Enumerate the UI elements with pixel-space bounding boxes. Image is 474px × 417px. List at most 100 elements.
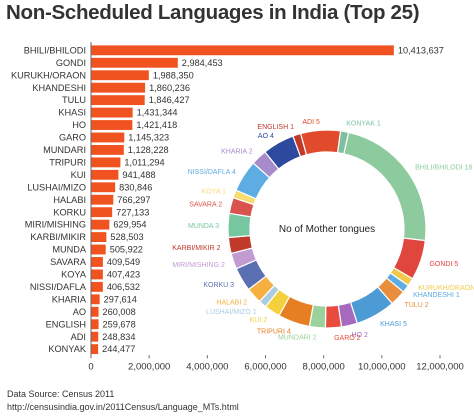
slice-label: KARBI/MIKIR 2: [172, 245, 220, 252]
value-label: 10,413,637: [398, 45, 444, 55]
x-tick-label: 8,000,000: [303, 361, 345, 372]
value-label: 1,128,228: [128, 145, 169, 155]
slice-label: HO 2: [352, 332, 368, 339]
data-source: Data Source: Census 2011: [7, 389, 115, 399]
bar: [91, 107, 133, 118]
category-label: KUI: [71, 170, 86, 180]
bar: [91, 232, 107, 242]
donut-slice: [336, 130, 350, 155]
bar: [91, 257, 103, 267]
value-label: 407,423: [107, 270, 140, 280]
slice-label: TRIPURI 4: [257, 329, 291, 336]
bar: [91, 45, 394, 56]
value-label: 259,678: [103, 319, 136, 329]
bar: [91, 269, 103, 280]
slice-label: HALABI 2: [216, 300, 247, 307]
slice-label: MUNDA 3: [188, 223, 219, 230]
slice-label: AO 4: [258, 133, 274, 140]
value-label: 1,988,350: [153, 70, 194, 80]
value-label: 409,549: [107, 257, 140, 267]
bar: [91, 182, 116, 193]
value-label: 830,846: [119, 182, 152, 192]
value-label: 1,431,344: [137, 108, 178, 118]
category-label: KOYA: [61, 270, 87, 280]
source-url: http://censusindia.gov.in/2011Census/Lan…: [7, 402, 239, 412]
category-label: KHARIA: [52, 294, 87, 304]
value-label: 1,011,294: [124, 157, 164, 167]
value-label: 941,488: [122, 170, 155, 180]
category-label: KHASI: [58, 108, 86, 118]
value-label: 248,834: [102, 332, 135, 342]
bar: [91, 281, 103, 292]
donut-center-label: No of Mother tongues: [279, 224, 375, 235]
category-label: TULU: [62, 95, 86, 105]
value-label: 727,133: [116, 207, 149, 217]
bar: [91, 331, 99, 342]
slice-label: KHARIA 2: [221, 149, 253, 156]
slice-label: ADI 5: [302, 119, 320, 126]
slice-label: KHANDESHI 1: [413, 292, 460, 299]
category-label: AO: [73, 307, 86, 317]
value-label: 260,008: [103, 307, 136, 317]
value-label: 297,614: [104, 294, 137, 304]
category-label: LUSHAI/MIZO: [27, 182, 86, 192]
category-label: MIRI/MISHING: [25, 220, 86, 230]
category-label: KONYAK: [48, 344, 86, 354]
x-tick-label: 12,000,000: [416, 361, 464, 372]
bar: [91, 157, 121, 168]
slice-label: GONDI 5: [429, 261, 458, 268]
value-label: 528,503: [110, 232, 143, 242]
x-tick-label: 10,000,000: [358, 361, 406, 372]
category-label: MUNDARI: [43, 145, 86, 155]
bar: [91, 319, 99, 330]
category-label: TRIPURI: [49, 157, 86, 167]
category-label: GONDI: [56, 58, 86, 68]
slice-label: BHILI/BHILODI 18: [415, 165, 472, 172]
x-tick-label: 0: [88, 361, 93, 372]
slice-label: KORKU 3: [203, 282, 234, 289]
value-label: 1,846,427: [149, 95, 190, 105]
bar: [91, 207, 113, 218]
bar: [91, 244, 106, 255]
bar: [91, 219, 110, 230]
category-label: KHANDESHI: [32, 83, 86, 93]
bar: [91, 82, 146, 93]
slice-label: LUSHAI/MIZO 1: [206, 309, 257, 316]
bar: [91, 306, 99, 317]
category-label: GARO: [59, 133, 86, 143]
category-label: HALABI: [53, 195, 86, 205]
category-label: ADI: [71, 332, 86, 342]
slice-label: GARO 2: [334, 335, 361, 342]
bar: [91, 132, 125, 143]
slice-label: KHASI 5: [380, 321, 407, 328]
value-label: 1,145,323: [128, 133, 169, 143]
bar: [91, 344, 99, 355]
bar: [91, 294, 100, 305]
slice-label: KUI 2: [250, 317, 268, 324]
bar: [91, 169, 119, 180]
slice-label: NISSI/DAFLA 4: [188, 169, 236, 176]
bar: [91, 70, 149, 81]
chart-title: Non-Scheduled Languages in India (Top 25…: [6, 1, 420, 24]
bar: [91, 145, 124, 155]
slice-label: KONYAK 1: [346, 121, 381, 128]
category-label: KURUKH/ORAON: [11, 70, 86, 80]
bar: [91, 95, 145, 106]
value-label: 244,477: [102, 344, 135, 354]
category-label: KARBI/MIKIR: [30, 232, 86, 242]
category-label: KORKU: [53, 207, 86, 217]
bar: [91, 120, 133, 130]
slice-label: SAVARA 2: [189, 201, 222, 208]
category-label: BHILI/BHILODI: [24, 45, 86, 55]
x-tick-label: 6,000,000: [244, 361, 286, 372]
value-label: 1,860,236: [149, 83, 190, 93]
bar: [91, 194, 114, 205]
value-label: 2,984,453: [182, 58, 223, 68]
value-label: 1,421,418: [136, 120, 177, 130]
category-label: HO: [72, 120, 86, 130]
slice-label: TULU 2: [404, 302, 428, 309]
donut-slice: [324, 304, 343, 329]
value-label: 766,297: [117, 195, 150, 205]
bar: [91, 57, 178, 68]
